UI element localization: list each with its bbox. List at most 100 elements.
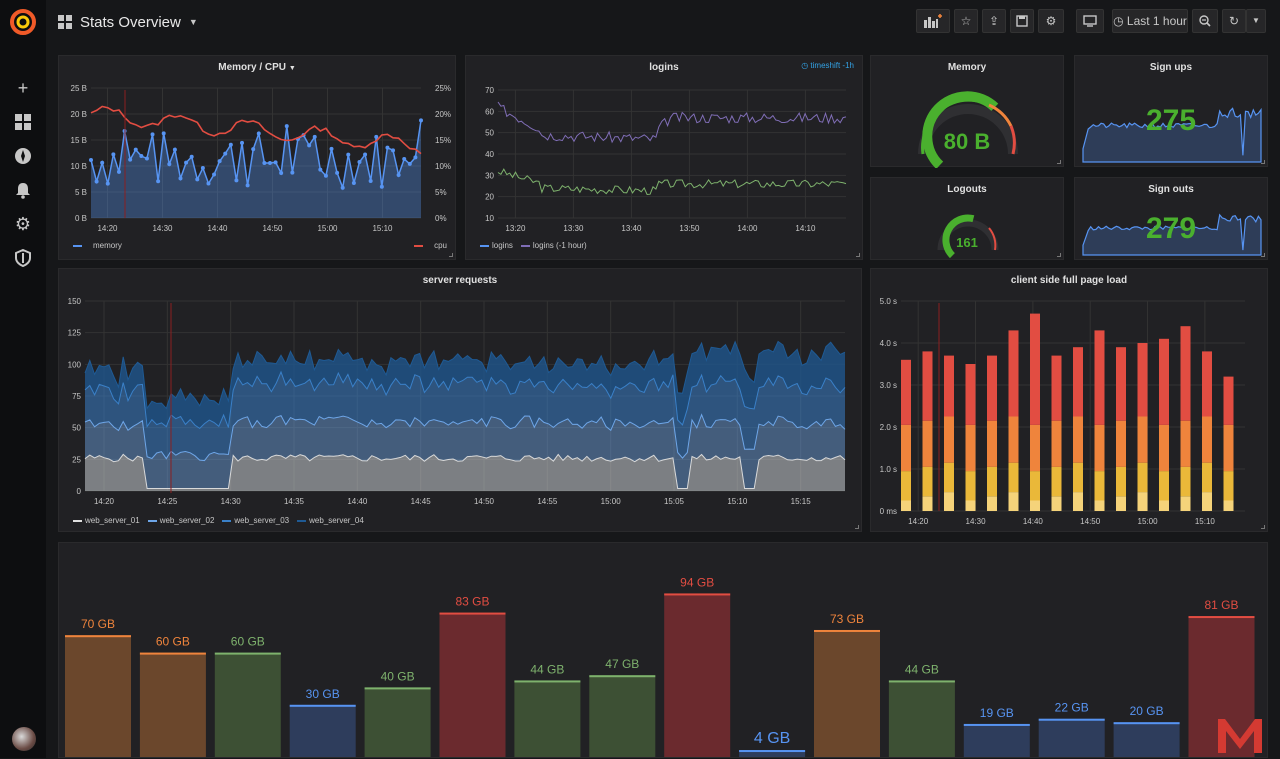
memory-point [251,147,256,152]
shield-icon[interactable] [11,246,35,270]
memory-point [178,176,183,181]
page-load-bar-segment [1180,326,1191,421]
memory-point [368,178,373,183]
panel-title[interactable]: Memory / CPU ▼ [218,62,296,73]
panel-title[interactable]: server requests [422,275,498,286]
memory-point [267,160,272,165]
resize-handle[interactable] [855,525,859,529]
page-load-bar-segment [944,462,954,493]
share-icon[interactable]: ⇪ [982,9,1006,33]
resize-handle[interactable] [1261,253,1265,257]
logouts-gauge-fill [942,214,975,259]
star-icon[interactable]: ☆ [954,9,978,33]
resize-handle[interactable] [1261,160,1265,164]
memory-point [133,147,138,152]
resize-handle[interactable] [1261,525,1265,529]
legend-web-server-04[interactable]: web_server_04 [297,516,364,525]
panel-title[interactable]: Memory [947,62,987,73]
y-tick-label: 15 B [71,136,87,145]
time-range-label: Last 1 hour [1126,14,1187,28]
legend-cpu[interactable]: cpu [414,241,447,250]
y-tick-label: 2.0 s [880,423,897,432]
page-load-bar-segment [901,471,911,501]
resize-handle[interactable] [1057,253,1061,257]
legend-web-server-02[interactable]: web_server_02 [147,516,214,525]
y-tick-label: 10 B [71,162,87,171]
legend-web-server-03[interactable]: web_server_03 [222,516,289,525]
disk-bar-top [814,629,880,632]
panel-title[interactable]: Sign ups [1149,62,1193,73]
watermark-logo-icon [1218,719,1262,753]
tv-mode-icon[interactable] [1076,9,1104,33]
x-tick-label: 15:10 [1195,517,1216,526]
x-tick-label: 13:40 [621,224,642,233]
resize-handle[interactable] [1057,160,1061,164]
panel-title[interactable]: client side full page load [1010,275,1128,286]
page-load-bar-segment [965,424,976,472]
x-tick-label: 14:30 [966,517,987,526]
panel-title[interactable]: Logouts [947,184,987,195]
memory-point [329,146,334,151]
page-load-bar-segment [1159,500,1169,511]
disk-bar-label: 44 GB [905,662,939,676]
logins-panel: logins ◷ timeshift -1h 70 60 50 40 30 20 10 13:… [465,55,863,260]
web-server-01-area [85,454,845,491]
page-load-bar-segment [1094,424,1105,472]
page-load-bar-segment [944,492,954,511]
disk-usage-bar-gauge: 70 GB 60 GB 60 GB 30 GB 40 GB 83 GB 44 GB 47 GB… [65,575,1255,757]
plus-icon[interactable]: + [17,78,29,98]
page-load-bar-segment [965,364,976,425]
legend-logins-1h[interactable]: logins (-1 hour) [520,241,587,250]
web-server-03-area [85,372,845,461]
legend-memory[interactable]: memory [73,241,122,250]
save-icon[interactable] [1010,9,1034,33]
memory-point [256,131,261,136]
x-tick-label: 14:10 [795,224,816,233]
memory-point [94,179,99,184]
page-load-bar-segment [1008,462,1019,493]
memory-point [245,183,250,188]
resize-handle[interactable] [449,253,453,257]
disk-bar-label: 30 GB [306,687,340,701]
page-load-bar-segment [1008,330,1019,417]
x-tick-label: 14:55 [537,497,558,506]
web-server-04-area [85,341,845,429]
resize-handle[interactable] [856,253,860,257]
memory-point [128,157,133,162]
memory-cpu-panel: Memory / CPU ▼ 25 B 20 B 15 B 10 B 5 B 0 B 25%… [58,55,456,260]
x-tick-label: 14:40 [1023,517,1044,526]
disk-bar-label: 4 GB [754,730,790,747]
disk-bar [814,629,880,757]
refresh-icon[interactable]: ↻ [1222,9,1246,33]
refresh-interval-dropdown[interactable]: ▼ [1246,9,1266,33]
memory-point [413,155,418,160]
time-range-picker[interactable]: ◷ Last 1 hour [1112,9,1188,33]
dashboard-picker[interactable]: Stats Overview ▼ [58,10,198,34]
x-tick-label: 14:20 [908,517,929,526]
explore-icon[interactable] [11,144,35,168]
memory-point [217,159,222,164]
page-load-bar-segment [901,500,911,511]
legend-logins[interactable]: logins [480,241,513,250]
legend-web-server-01[interactable]: web_server_01 [73,516,140,525]
zoom-out-icon[interactable] [1192,9,1218,33]
panel-title[interactable]: Sign outs [1148,184,1194,195]
settings-gear-icon[interactable]: ⚙ [1038,9,1064,33]
memory-point [139,154,144,159]
x-tick-label: 13:30 [563,224,584,233]
dashboards-icon[interactable] [11,110,35,134]
memory-point [374,134,379,139]
gear-icon[interactable]: ⚙ [14,214,32,234]
memory-point [363,152,368,157]
y-tick-label: 4.0 s [880,339,897,348]
disk-bar [739,750,806,757]
x-tick-label: 13:20 [505,224,526,233]
x-tick-label: 14:40 [347,497,368,506]
grafana-logo-icon[interactable] [9,8,37,36]
panel-title[interactable]: logins [649,62,679,73]
disk-bar-top [739,750,806,753]
bell-icon[interactable] [11,178,35,202]
add-panel-button[interactable] [916,9,950,33]
avatar[interactable] [12,727,36,751]
disk-bar-label: 44 GB [530,662,564,676]
